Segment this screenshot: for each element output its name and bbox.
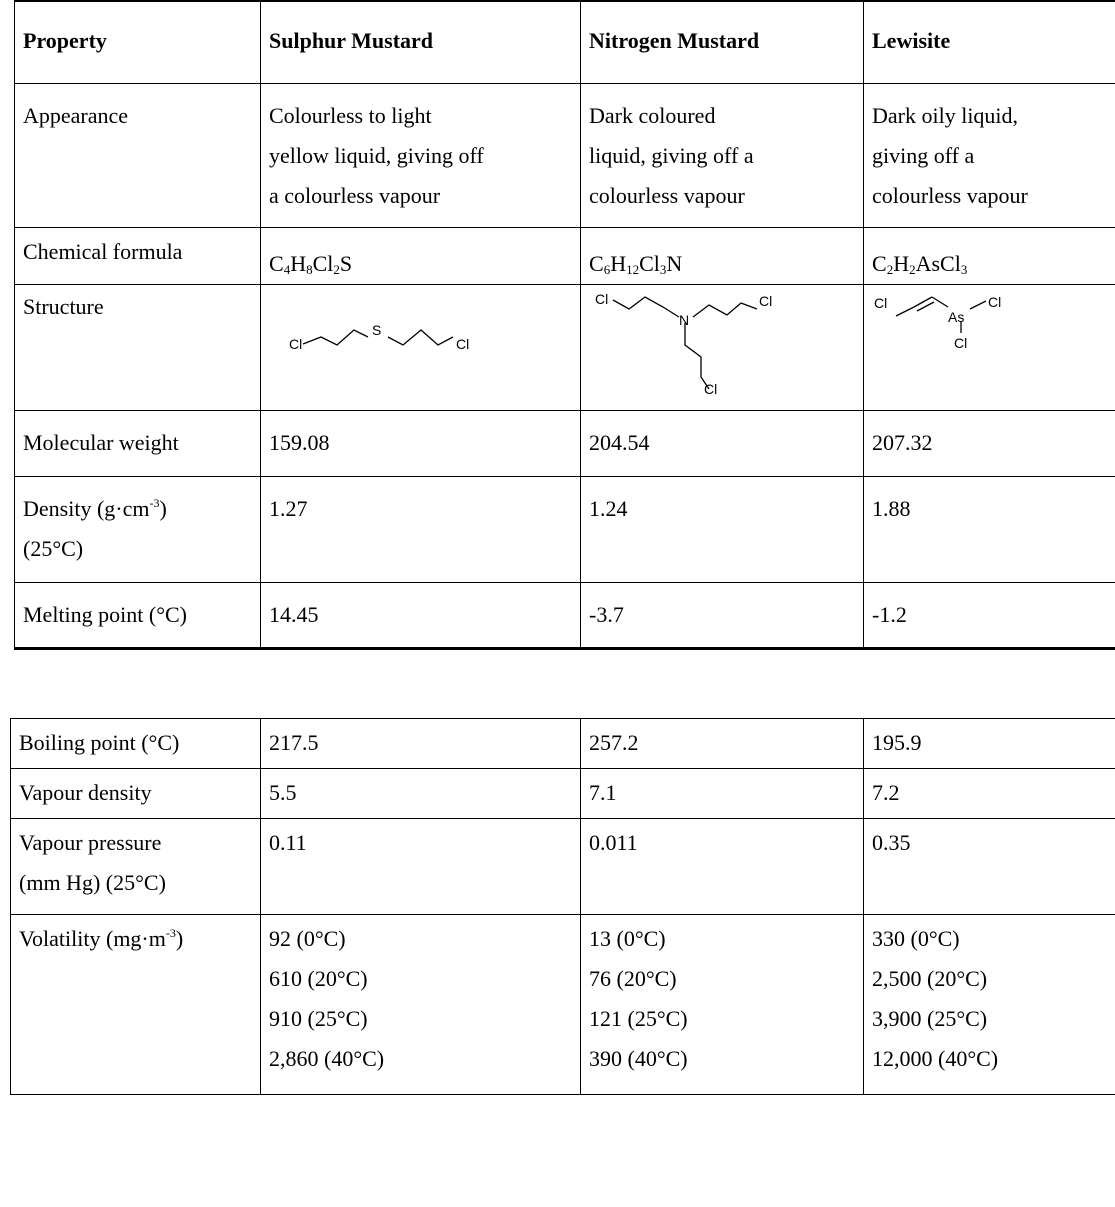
boiling-point-row: Boiling point (°C) 217.5 257.2 195.9 <box>10 718 1115 769</box>
text-line: colourless vapour <box>872 182 1028 208</box>
density-sulphur: 1.27 <box>260 475 581 583</box>
melting-sulphur: 14.45 <box>260 581 581 649</box>
melting-point-row: Melting point (°C) 14.45 -3.7 -1.2 <box>14 581 1115 649</box>
density-lewisite: 1.88 <box>863 475 1115 583</box>
boiling-lewisite: 195.9 <box>863 718 1115 769</box>
volatility-row: Volatility (mg·m-3) 92 (0°C) 610 (20°C) … <box>10 914 1115 1095</box>
melting-nitrogen: -3.7 <box>580 581 864 649</box>
vapour-density-lewisite: 7.2 <box>863 768 1115 819</box>
nitrogen-mustard-structure: Cl N Cl Cl <box>595 291 772 397</box>
atom-cl: Cl <box>289 336 302 352</box>
header-nitrogen-mustard: Nitrogen Mustard <box>580 0 864 84</box>
molecular-weight-row: Molecular weight 159.08 204.54 207.32 <box>14 409 1115 477</box>
atom-cl: Cl <box>704 381 717 397</box>
density-nitrogen: 1.24 <box>580 475 864 583</box>
structure-nitrogen: Cl N Cl Cl <box>580 283 864 411</box>
formula-row: Chemical formula C4H8Cl2S C6H12Cl3N C2H2… <box>14 226 1115 285</box>
text-line: giving off a <box>872 142 975 168</box>
text-line: 330 (0°C) <box>872 926 960 951</box>
boiling-nitrogen: 257.2 <box>580 718 864 769</box>
atom-cl: Cl <box>874 295 887 311</box>
vapour-pressure-label: Vapour pressure (mm Hg) (25°C) <box>10 818 261 915</box>
vapour-density-row: Vapour density 5.5 7.1 7.2 <box>10 768 1115 819</box>
text-line: (25°C) <box>23 535 84 561</box>
text-line: 92 (0°C) <box>269 926 346 951</box>
text-line: a colourless vapour <box>269 182 441 208</box>
vapour-pressure-row: Vapour pressure (mm Hg) (25°C) 0.11 0.01… <box>10 818 1115 915</box>
atom-s: S <box>372 322 381 338</box>
lewisite-structure: Cl As Cl Cl <box>874 294 1001 351</box>
structure-row: Structure Cl S Cl Cl N Cl <box>14 283 1115 411</box>
formula-nitrogen: C6H12Cl3N <box>580 226 864 285</box>
header-sulphur-mustard: Sulphur Mustard <box>260 0 581 84</box>
atom-cl: Cl <box>456 336 469 352</box>
text-line: 910 (25°C) <box>269 1006 368 1031</box>
vapour-pressure-lewisite: 0.35 <box>863 818 1115 915</box>
vapour-pressure-sulphur: 0.11 <box>260 818 581 915</box>
boiling-sulphur: 217.5 <box>260 718 581 769</box>
volatility-nitrogen: 13 (0°C) 76 (20°C) 121 (25°C) 390 (40°C) <box>580 914 864 1095</box>
properties-table-upper: Property Sulphur Mustard Nitrogen Mustar… <box>14 0 1115 650</box>
header-row: Property Sulphur Mustard Nitrogen Mustar… <box>14 0 1115 84</box>
text-line: 12,000 (40°C) <box>872 1046 999 1071</box>
mw-label: Molecular weight <box>14 409 261 477</box>
sulphur-mustard-structure: Cl S Cl <box>289 322 469 352</box>
text-line: Dark oily liquid, <box>872 102 1019 128</box>
text-line: (mm Hg) (25°C) <box>19 870 166 895</box>
header-property: Property <box>14 0 261 84</box>
appearance-nitrogen: Dark coloured liquid, giving off a colou… <box>580 82 864 228</box>
vapour-density-nitrogen: 7.1 <box>580 768 864 819</box>
density-label: Density (g·cm-3) (25°C) <box>14 475 261 583</box>
text-line: Vapour pressure <box>19 830 162 855</box>
text-line: yellow liquid, giving off <box>269 142 484 168</box>
atom-cl: Cl <box>759 293 772 309</box>
structure-lewisite: Cl As Cl Cl <box>863 283 1115 411</box>
text-line: 2,860 (40°C) <box>269 1046 385 1071</box>
properties-table-lower: Boiling point (°C) 217.5 257.2 195.9 Vap… <box>10 718 1115 1095</box>
text-line: 121 (25°C) <box>589 1006 688 1031</box>
appearance-label: Appearance <box>14 82 261 228</box>
vapour-pressure-nitrogen: 0.011 <box>580 818 864 915</box>
atom-cl: Cl <box>988 294 1001 310</box>
atom-as: As <box>948 309 964 325</box>
text-line: 13 (0°C) <box>589 926 666 951</box>
text-line: Colourless to light <box>269 102 432 128</box>
vapour-density-label: Vapour density <box>10 768 261 819</box>
text-line: 76 (20°C) <box>589 966 677 991</box>
atom-cl: Cl <box>595 291 608 307</box>
mw-sulphur: 159.08 <box>260 409 581 477</box>
text-line: Dark coloured <box>589 102 716 128</box>
appearance-row: Appearance Colourless to light yellow li… <box>14 82 1115 228</box>
text-line: Density (g·cm-3) <box>23 495 167 521</box>
volatility-label: Volatility (mg·m-3) <box>10 914 261 1095</box>
atom-n: N <box>679 312 689 328</box>
boiling-label: Boiling point (°C) <box>10 718 261 769</box>
density-row: Density (g·cm-3) (25°C) 1.27 1.24 1.88 <box>14 475 1115 583</box>
appearance-lewisite: Dark oily liquid, giving off a colourles… <box>863 82 1115 228</box>
text-line: 390 (40°C) <box>589 1046 688 1071</box>
melting-lewisite: -1.2 <box>863 581 1115 649</box>
formula-sulphur: C4H8Cl2S <box>260 226 581 285</box>
text-line: 610 (20°C) <box>269 966 368 991</box>
volatility-sulphur: 92 (0°C) 610 (20°C) 910 (25°C) 2,860 (40… <box>260 914 581 1095</box>
text-line: 2,500 (20°C) <box>872 966 988 991</box>
structure-sulphur: Cl S Cl <box>260 283 581 411</box>
melting-label: Melting point (°C) <box>14 581 261 649</box>
mw-nitrogen: 204.54 <box>580 409 864 477</box>
formula-lewisite: C2H2AsCl3 <box>863 226 1115 285</box>
text-line: colourless vapour <box>589 182 745 208</box>
mw-lewisite: 207.32 <box>863 409 1115 477</box>
text-line: 3,900 (25°C) <box>872 1006 988 1031</box>
text-line: liquid, giving off a <box>589 142 754 168</box>
header-lewisite: Lewisite <box>863 0 1115 84</box>
formula-label: Chemical formula <box>14 226 261 285</box>
vapour-density-sulphur: 5.5 <box>260 768 581 819</box>
atom-cl: Cl <box>954 335 967 351</box>
appearance-sulphur: Colourless to light yellow liquid, givin… <box>260 82 581 228</box>
volatility-lewisite: 330 (0°C) 2,500 (20°C) 3,900 (25°C) 12,0… <box>863 914 1115 1095</box>
structure-label: Structure <box>14 283 261 411</box>
